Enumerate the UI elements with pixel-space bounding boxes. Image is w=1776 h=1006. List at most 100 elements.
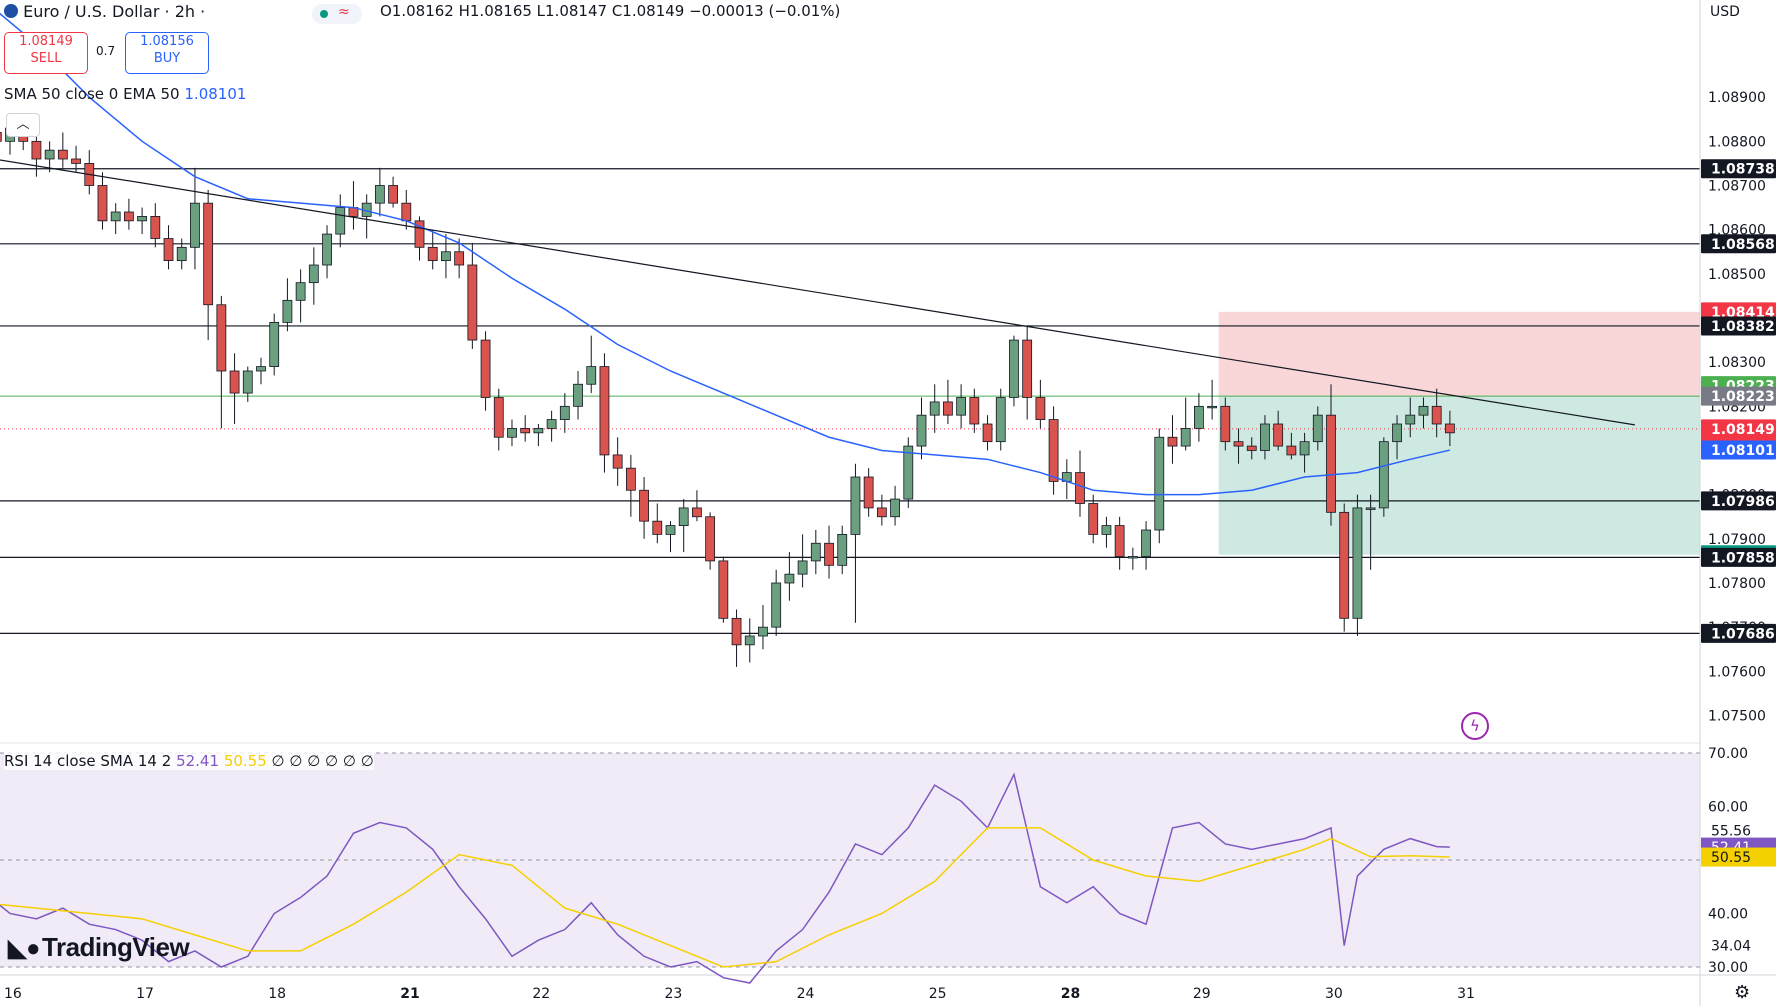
candle (995, 388, 1006, 451)
price-tag (1701, 316, 1776, 336)
candle (1207, 379, 1218, 420)
candle (1246, 437, 1257, 460)
candle (824, 525, 834, 579)
candle (308, 247, 319, 305)
collapse-button[interactable]: ︿ (6, 113, 40, 137)
time-tick-label: 23 (665, 986, 683, 1002)
price-tag-label: 1.08149 (1711, 422, 1775, 438)
candle-body (467, 264, 478, 341)
candle-body (1326, 414, 1336, 513)
currency-label[interactable]: USD (1710, 4, 1740, 20)
price-tick-label: 1.08700 (1708, 179, 1766, 195)
sell-button[interactable]: 1.08149 SELL (4, 32, 88, 74)
candle-body (797, 560, 808, 575)
candle-body (718, 560, 729, 619)
candle (876, 494, 887, 526)
candle-body (982, 423, 993, 443)
candle (559, 393, 570, 433)
candle (1233, 428, 1244, 464)
candle (1167, 415, 1178, 464)
take-profit-zone (1218, 396, 1700, 555)
time-tick-label: 17 (136, 986, 154, 1002)
candle (1378, 437, 1389, 517)
candle (1141, 521, 1151, 570)
candle-body (1444, 423, 1455, 434)
candle (414, 216, 425, 261)
candle (520, 415, 531, 442)
candle-body (573, 383, 583, 407)
candle (1075, 450, 1085, 517)
tradingview-logo[interactable]: ◣●TradingView (8, 932, 190, 963)
candle-body (335, 207, 346, 235)
candle (137, 207, 148, 235)
time-tick-label: 22 (532, 986, 550, 1002)
candle (176, 238, 187, 270)
indicator-legend[interactable]: SMA 50 close 0 EMA 50 1.08101 (4, 85, 246, 103)
buy-label: BUY (153, 51, 181, 66)
candle-body (282, 299, 293, 323)
candle-body (599, 366, 610, 456)
time-tick-label: 28 (1061, 986, 1080, 1002)
candle (850, 463, 861, 623)
price-tag-label: 1.08568 (1711, 237, 1775, 253)
candle-body (427, 246, 438, 261)
stop-loss-zone (1218, 311, 1700, 397)
candle (797, 534, 808, 588)
candle-body (850, 476, 861, 535)
candle (0, 132, 2, 142)
price-tag (1701, 491, 1776, 511)
price-tick-label: 1.08500 (1708, 267, 1766, 283)
candle-body (1167, 436, 1178, 447)
gear-icon[interactable]: ⚙ (1734, 982, 1751, 1003)
candle (507, 419, 517, 447)
candle-body (784, 573, 795, 584)
candle-body (1246, 445, 1257, 451)
candle (335, 194, 346, 248)
spread-value: 0.7 (96, 44, 116, 58)
candle (916, 397, 927, 460)
candle-body (1378, 441, 1389, 509)
candle-body (1220, 405, 1231, 443)
candle-body (480, 339, 491, 398)
candle-body (1286, 445, 1297, 456)
rsi-value: 52.41 (176, 752, 220, 770)
candle-body (890, 498, 900, 518)
time-tick-label: 24 (797, 986, 815, 1002)
candle-body (1088, 503, 1099, 535)
candle (1326, 384, 1336, 526)
market-status[interactable]: ≈ (312, 4, 362, 24)
wave-icon: ≈ (338, 4, 350, 20)
candle-body (771, 582, 782, 628)
candle-body (401, 202, 412, 222)
rsi-tick-label: 60.00 (1708, 800, 1748, 816)
symbol-title[interactable]: Euro / U.S. Dollar · 2h · (4, 2, 205, 21)
price-tick-label: 1.08900 (1708, 90, 1766, 106)
candle (533, 424, 544, 447)
candle (731, 609, 742, 667)
candle (1114, 516, 1125, 570)
candle (863, 468, 874, 517)
lightning-icon[interactable]: ϟ (1461, 712, 1489, 740)
candle-body (256, 366, 266, 372)
candle (57, 132, 68, 168)
candle (837, 525, 848, 575)
candle-body (520, 428, 531, 434)
candle-body (744, 635, 755, 646)
price-tag-label: 1.07686 (1711, 626, 1775, 642)
candle (784, 552, 795, 601)
candle-body (137, 216, 148, 222)
candle (1286, 432, 1297, 460)
rsi-tick-label: 40.00 (1708, 906, 1748, 922)
candle (1312, 406, 1323, 451)
price-tag-label: 1.07986 (1711, 494, 1775, 510)
rsi-legend[interactable]: RSI 14 close SMA 14 2 52.41 50.55 ∅ ∅ ∅ … (4, 752, 374, 770)
rsi-name: RSI 14 close SMA 14 2 (4, 752, 172, 770)
candle-body (916, 414, 927, 447)
candle-body (929, 401, 940, 416)
buy-button[interactable]: 1.08156 BUY (125, 32, 209, 74)
candle-body (995, 397, 1006, 443)
candle (1273, 410, 1284, 451)
candle-body (692, 507, 702, 518)
